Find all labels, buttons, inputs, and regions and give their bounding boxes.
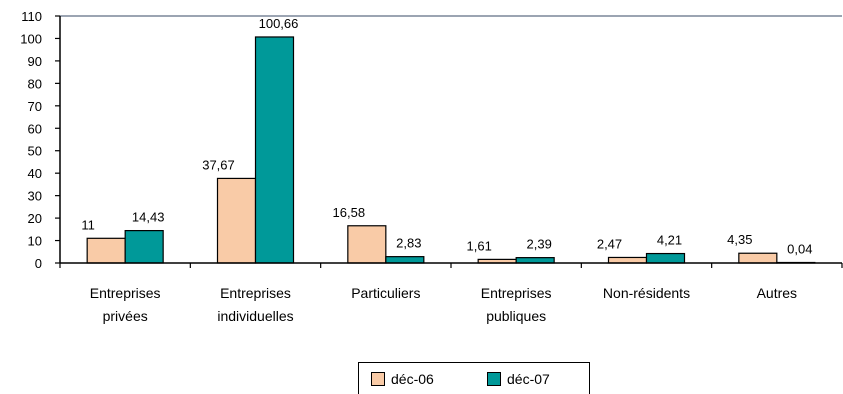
y-tick-label: 60 xyxy=(28,121,42,136)
category-label: Entreprises xyxy=(220,285,291,301)
data-label: 11 xyxy=(81,217,95,232)
legend-swatch-dec-06 xyxy=(371,372,385,386)
legend-item-dec-06: déc-06 xyxy=(371,371,434,387)
bar-dec-06 xyxy=(607,256,648,264)
category-label: Non-résidents xyxy=(603,285,690,301)
bars xyxy=(86,36,816,264)
bar-dec-07 xyxy=(645,252,686,264)
y-tick-label: 10 xyxy=(28,234,42,249)
bar-dec-06 xyxy=(86,237,126,264)
bar-dec-06 xyxy=(216,177,257,264)
bar-dec-07 xyxy=(124,229,164,264)
bar-dec-07 xyxy=(515,257,555,264)
data-label: 0,04 xyxy=(787,242,812,257)
legend-label-dec-07: déc-07 xyxy=(507,371,550,387)
data-label: 4,21 xyxy=(657,233,682,248)
legend: déc-06 déc-07 xyxy=(358,362,590,394)
data-label: 2,39 xyxy=(527,237,552,252)
y-tick-label: 90 xyxy=(28,54,42,69)
bar-dec-07 xyxy=(254,36,295,264)
y-tick-label: 110 xyxy=(21,9,42,24)
legend-label-dec-06: déc-06 xyxy=(391,371,434,387)
y-tick-label: 20 xyxy=(28,211,42,226)
bar-dec-07 xyxy=(385,256,425,264)
category-label: Autres xyxy=(757,285,797,301)
bar-dec-06 xyxy=(738,252,778,264)
category-label: privées xyxy=(103,308,148,324)
category-label: Entreprises xyxy=(90,285,161,301)
legend-swatch-dec-07 xyxy=(487,372,501,386)
category-label: Particuliers xyxy=(351,285,420,301)
y-tick-label: 40 xyxy=(28,166,42,181)
y-tick-label: 30 xyxy=(28,189,42,204)
bar-chart: 0 10 20 30 40 50 60 70 80 90 100 110 11 14,43 37,67 10… xyxy=(20,9,843,324)
bar-dec-06 xyxy=(347,225,387,264)
y-tick-label: 0 xyxy=(35,256,42,271)
data-label: 4,35 xyxy=(727,232,752,247)
category-label: Entreprises xyxy=(481,285,552,301)
category-labels: Entreprises privées Entreprises individuell… xyxy=(90,285,797,324)
category-label: publiques xyxy=(486,308,546,324)
y-tick-label: 100 xyxy=(20,31,42,46)
data-label: 37,67 xyxy=(202,157,235,172)
data-label: 100,66 xyxy=(259,16,299,31)
data-label: 16,58 xyxy=(333,205,366,220)
data-label: 2,83 xyxy=(396,236,421,251)
legend-item-dec-07: déc-07 xyxy=(487,371,550,387)
category-label: individuelles xyxy=(217,308,293,324)
data-label: 14,43 xyxy=(132,210,165,225)
y-tick-label: 50 xyxy=(28,144,42,159)
y-axis-ticks: 0 10 20 30 40 50 60 70 80 90 100 110 xyxy=(20,9,843,271)
y-tick-label: 80 xyxy=(28,76,42,91)
data-labels: 11 14,43 37,67 100,66 16,58 2,83 1,61 2,39 2,47 4… xyxy=(81,16,812,257)
data-label: 2,47 xyxy=(597,236,622,251)
y-tick-label: 70 xyxy=(28,99,42,114)
data-label: 1,61 xyxy=(467,238,492,253)
